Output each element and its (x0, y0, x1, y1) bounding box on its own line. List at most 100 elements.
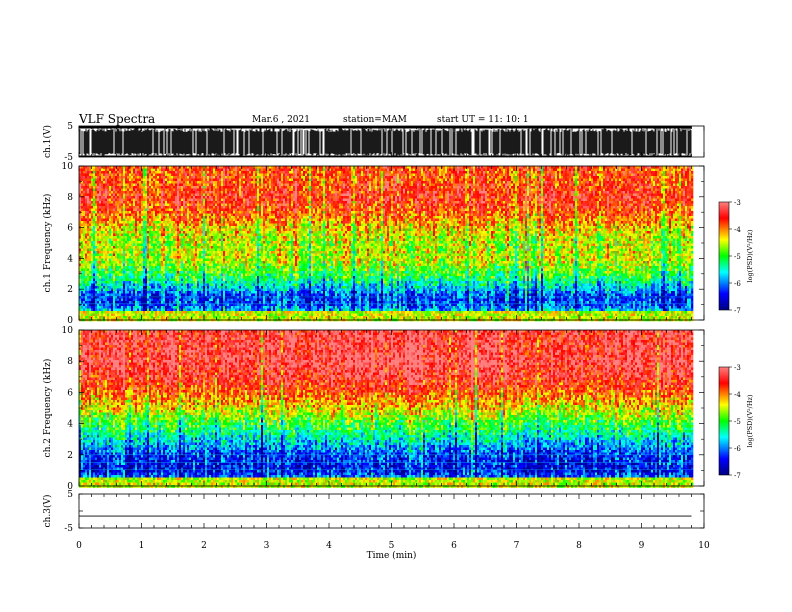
spectrogram-cell (105, 209, 107, 212)
spectrogram-cell (81, 179, 83, 182)
spectrogram-cell (103, 244, 105, 247)
spectrogram-cell (99, 204, 101, 207)
spectrogram-cell (81, 169, 83, 172)
spectrogram-cell (87, 169, 89, 172)
spectrogram-cell (97, 221, 99, 224)
spectrogram-cell (109, 169, 111, 172)
spectrogram-cell (105, 194, 107, 197)
spectrogram-cell (101, 229, 103, 232)
spectrogram-cell (97, 264, 99, 267)
spectrogram-cell (103, 291, 105, 294)
spectrogram-cell (93, 254, 95, 257)
spectrogram-cell (95, 216, 97, 219)
spectrogram-cell (105, 309, 107, 312)
spectrogram-cell (105, 211, 107, 214)
spectrogram-cell (95, 249, 97, 252)
spectrogram-cell (97, 256, 99, 259)
spectrogram-cell (87, 239, 89, 242)
spectrogram-cell (113, 176, 115, 179)
spectrogram-cell (83, 299, 85, 302)
spectrogram-cell (97, 174, 99, 177)
spectrogram-cell (95, 316, 97, 319)
spectrogram-cell (103, 259, 105, 262)
spectrogram-cell (103, 246, 105, 249)
spectrogram-cell (109, 224, 111, 227)
spectrogram-cell (83, 266, 85, 269)
spectrogram-cell (93, 166, 95, 169)
spectrogram-cell (111, 181, 113, 184)
spectrogram-cell (95, 211, 97, 214)
spectrogram-cell (109, 264, 111, 267)
spectrogram-cell (103, 309, 105, 312)
spectrogram-cell (107, 316, 109, 319)
spectrogram-cell (93, 236, 95, 239)
spectrogram-cell (111, 314, 113, 317)
spectrogram-cell (93, 189, 95, 192)
spectrogram-cell (101, 201, 103, 204)
spectrogram-cell (111, 191, 113, 194)
spectrogram-cell (85, 166, 87, 169)
spectrogram-cell (93, 299, 95, 302)
spectrogram-cell (87, 204, 89, 207)
spectrogram-cell (81, 284, 83, 287)
spectrogram-cell (81, 301, 83, 304)
spectrogram-cell (87, 306, 89, 309)
spectrogram-cell (81, 176, 83, 179)
spectrogram-cell (89, 309, 91, 312)
spectrogram-cell (109, 171, 111, 174)
spectrogram-cell (97, 299, 99, 302)
spectrogram-cell (95, 259, 97, 262)
spectrogram-cell (93, 256, 95, 259)
spectrogram-cell (105, 236, 107, 239)
spectrogram-cell (93, 211, 95, 214)
spectrogram-cell (101, 176, 103, 179)
spectrogram-cell (101, 281, 103, 284)
spectrogram-cell (85, 196, 87, 199)
spectrogram-cell (105, 189, 107, 192)
spectrogram-cell (99, 214, 101, 217)
spectrogram-cell (111, 251, 113, 254)
spectrogram-cell (107, 231, 109, 234)
spectrogram-cell (109, 256, 111, 259)
spectrogram-cell (113, 256, 115, 259)
spectrogram-cell (93, 244, 95, 247)
spectrogram-cell (107, 186, 109, 189)
spectrogram-cell (83, 169, 85, 172)
spectrogram-cell (101, 249, 103, 252)
spectrogram-cell (103, 294, 105, 297)
spectrogram-cell (93, 191, 95, 194)
spectrogram-cell (93, 264, 95, 267)
spectrogram-cell (85, 209, 87, 212)
spectrogram-cell (101, 169, 103, 172)
spectrogram-cell (89, 186, 91, 189)
spectrogram-cell (113, 189, 115, 192)
spectrogram-cell (99, 246, 101, 249)
spectrogram-cell (91, 171, 93, 174)
spectrogram-cell (83, 239, 85, 242)
spectrogram-cell (83, 224, 85, 227)
spectrogram-cell (97, 209, 99, 212)
spectrogram-cell (111, 296, 113, 299)
spectrogram-cell (91, 261, 93, 264)
spectrogram-cell (105, 241, 107, 244)
spectrogram-cell (93, 261, 95, 264)
spectrogram-cell (103, 296, 105, 299)
spectrogram-cell (111, 264, 113, 267)
spectrogram-cell (113, 264, 115, 267)
spectrogram-cell (101, 211, 103, 214)
spectrogram-cell (101, 226, 103, 229)
spectrogram-cell (89, 226, 91, 229)
spectrogram-cell (95, 194, 97, 197)
spectrogram-cell (107, 166, 109, 169)
spectrogram-cell (89, 294, 91, 297)
spectrogram-cell (101, 276, 103, 279)
spectrogram-cell (105, 204, 107, 207)
spectrogram-cell (83, 311, 85, 314)
spectrogram-cell (95, 299, 97, 302)
spectrogram-cell (87, 286, 89, 289)
spectrogram-cell (111, 254, 113, 257)
spectrogram-cell (97, 179, 99, 182)
spectrogram-cell (93, 291, 95, 294)
spectrogram-cell (81, 269, 83, 272)
spectrogram-cell (103, 254, 105, 257)
